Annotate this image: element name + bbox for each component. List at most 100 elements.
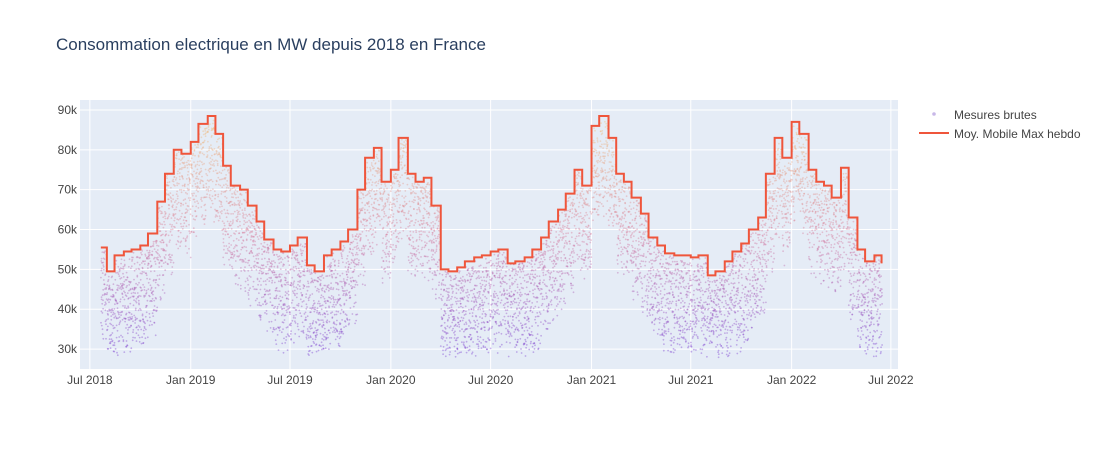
scatter-point <box>449 341 451 343</box>
scatter-point <box>105 323 107 325</box>
scatter-point <box>227 248 229 250</box>
scatter-point <box>312 282 314 284</box>
scatter-point <box>634 250 636 252</box>
scatter-point <box>468 294 470 296</box>
scatter-point <box>584 221 586 223</box>
scatter-point <box>378 160 380 162</box>
scatter-point <box>580 212 582 214</box>
scatter-point <box>284 303 286 305</box>
scatter-point <box>242 217 244 219</box>
scatter-point <box>435 250 437 252</box>
scatter-point <box>135 309 137 311</box>
scatter-point <box>137 329 139 331</box>
scatter-point <box>524 274 526 276</box>
scatter-point <box>577 258 579 260</box>
scatter-point <box>380 187 382 189</box>
scatter-point <box>310 325 312 327</box>
scatter-point <box>592 211 594 213</box>
scatter-point <box>515 272 517 274</box>
scatter-point <box>509 336 511 338</box>
scatter-point <box>410 215 412 217</box>
scatter-point <box>278 304 280 306</box>
scatter-point <box>422 193 424 195</box>
scatter-point <box>586 244 588 246</box>
scatter-point <box>350 307 352 309</box>
scatter-point <box>425 200 427 202</box>
scatter-point <box>342 261 344 263</box>
scatter-point <box>467 328 469 330</box>
scatter-point <box>527 281 529 283</box>
scatter-point <box>446 299 448 301</box>
scatter-point <box>532 289 534 291</box>
scatter-point <box>240 288 242 290</box>
scatter-point <box>506 289 508 291</box>
scatter-point <box>205 173 207 175</box>
scatter-point <box>210 190 212 192</box>
scatter-point <box>314 272 316 274</box>
scatter-point <box>354 238 356 240</box>
scatter-point <box>507 298 509 300</box>
scatter-point <box>126 340 128 342</box>
scatter-point <box>124 264 126 266</box>
scatter-point <box>158 285 160 287</box>
scatter-point <box>557 257 559 259</box>
scatter-point <box>124 305 126 307</box>
scatter-point <box>497 301 499 303</box>
scatter-point <box>257 262 259 264</box>
scatter-point <box>612 166 614 168</box>
scatter-point <box>453 310 455 312</box>
scatter-point <box>167 182 169 184</box>
scatter-point <box>264 246 266 248</box>
scatter-point <box>265 280 267 282</box>
scatter-point <box>399 181 401 183</box>
scatter-point <box>108 301 110 303</box>
scatter-point <box>584 278 586 280</box>
scatter-point <box>112 325 114 327</box>
scatter-point <box>118 314 120 316</box>
scatter-point <box>150 260 152 262</box>
scatter-point <box>593 177 595 179</box>
scatter-point <box>199 173 201 175</box>
scatter-point <box>554 296 556 298</box>
scatter-point <box>153 322 155 324</box>
scatter-point <box>290 338 292 340</box>
scatter-point <box>369 242 371 244</box>
scatter-point <box>305 308 307 310</box>
scatter-point <box>333 299 335 301</box>
scatter-point <box>495 277 497 279</box>
scatter-point <box>126 324 128 326</box>
scatter-point <box>353 306 355 308</box>
scatter-point <box>188 197 190 199</box>
scatter-point <box>563 300 565 302</box>
scatter-point <box>379 224 381 226</box>
scatter-point <box>186 162 188 164</box>
scatter-point <box>519 294 521 296</box>
scatter-point <box>278 312 280 314</box>
scatter-point <box>646 285 648 287</box>
scatter-point <box>172 228 174 230</box>
scatter-point <box>407 184 409 186</box>
scatter-point <box>530 273 532 275</box>
scatter-point <box>237 214 239 216</box>
scatter-point <box>236 274 238 276</box>
scatter-point <box>643 255 645 257</box>
scatter-point <box>157 259 159 261</box>
scatter-point <box>550 301 552 303</box>
scatter-point <box>213 170 215 172</box>
scatter-point <box>546 296 548 298</box>
scatter-point <box>562 238 564 240</box>
scatter-point <box>340 336 342 338</box>
scatter-point <box>507 316 509 318</box>
scatter-point <box>139 341 141 343</box>
scatter-point <box>341 309 343 311</box>
scatter-point <box>601 132 603 134</box>
scatter-point <box>629 227 631 229</box>
scatter-point <box>230 213 232 215</box>
scatter-point <box>358 235 360 237</box>
scatter-point <box>553 245 555 247</box>
scatter-point <box>223 264 225 266</box>
scatter-point <box>615 196 617 198</box>
scatter-point <box>619 198 621 200</box>
scatter-point <box>305 317 307 319</box>
scatter-point <box>387 266 389 268</box>
